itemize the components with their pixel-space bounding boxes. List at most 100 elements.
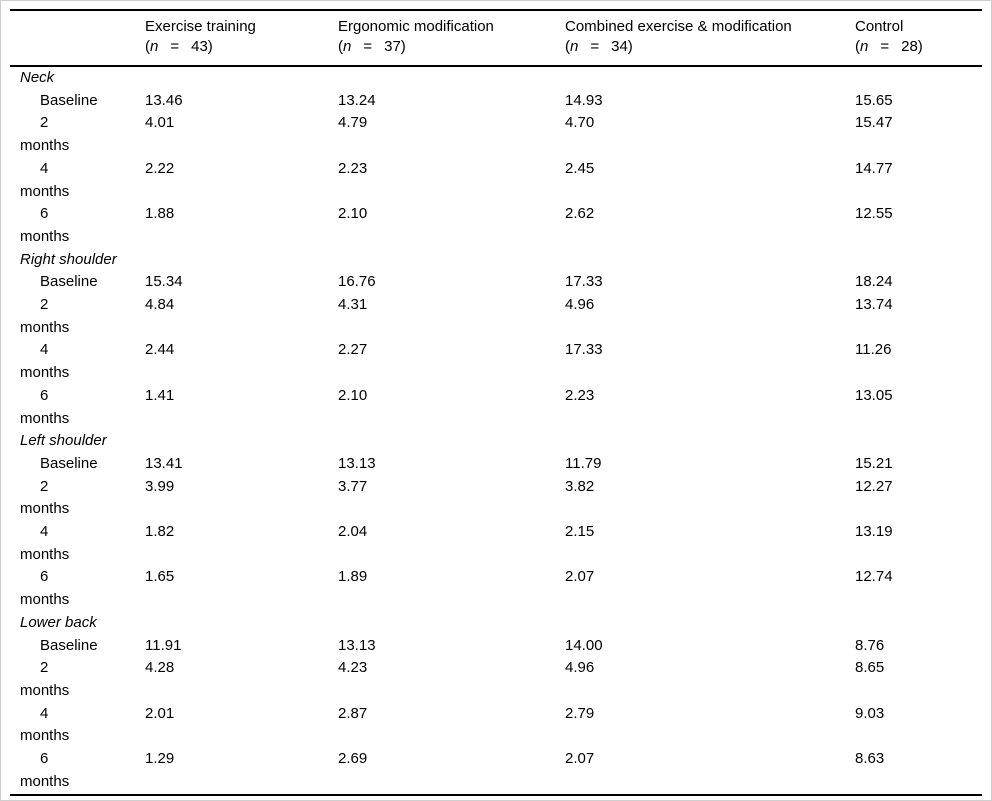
table-row: 2 months 4.84 4.31 4.96 13.74 bbox=[10, 294, 982, 339]
value-cell: 13.13 bbox=[338, 636, 376, 654]
value-cell: 4.23 bbox=[338, 659, 368, 677]
table-row: 4 months 2.22 2.23 2.45 14.77 bbox=[10, 158, 982, 203]
value-cell: 2.22 bbox=[145, 159, 175, 177]
section-row-left-shoulder: Left shoulder bbox=[10, 430, 982, 453]
value-cell: 14.77 bbox=[855, 159, 893, 177]
row-label-line1: Baseline bbox=[40, 636, 98, 654]
value-cell: 3.77 bbox=[338, 477, 368, 495]
value-cell: 15.47 bbox=[855, 114, 893, 132]
section-name: Lower back bbox=[20, 613, 97, 631]
n-open: ( bbox=[145, 38, 150, 55]
n-symbol: n bbox=[150, 38, 159, 55]
row-label-line1: Baseline bbox=[40, 91, 98, 109]
table-row: Baseline 13.46 13.24 14.93 15.65 bbox=[10, 90, 982, 113]
table-row: 6 months 1.88 2.10 2.62 12.55 bbox=[10, 203, 982, 248]
row-label-line2: months bbox=[20, 681, 70, 699]
row-label: 6 months bbox=[10, 385, 145, 430]
row-label-line1: 6 bbox=[40, 386, 49, 404]
value-cell: 8.63 bbox=[855, 750, 885, 768]
row-label-line1: Baseline bbox=[40, 454, 98, 472]
row-label-line1: Baseline bbox=[40, 273, 98, 291]
table-row: 6 months 1.65 1.89 2.07 12.74 bbox=[10, 566, 982, 611]
table-row: 2 months 3.99 3.77 3.82 12.27 bbox=[10, 476, 982, 521]
row-label-line1: 2 bbox=[40, 114, 49, 132]
n-equals: = bbox=[170, 38, 180, 55]
n-value: 43) bbox=[191, 38, 213, 55]
sample-size: (n = 37) bbox=[338, 37, 565, 57]
table-body: Neck Baseline 13.46 13.24 14.93 15.65 2 m… bbox=[10, 66, 982, 795]
value-cell: 2.62 bbox=[565, 205, 595, 223]
value-cell: 2.44 bbox=[145, 341, 175, 359]
row-label: 6 months bbox=[10, 748, 145, 794]
row-label-line1: 4 bbox=[40, 704, 49, 722]
sample-size: (n = 28) bbox=[855, 37, 982, 57]
value-cell: 13.41 bbox=[145, 454, 183, 472]
row-label: 4 months bbox=[10, 339, 145, 384]
column-title: Control bbox=[855, 18, 904, 35]
row-label: Baseline bbox=[10, 635, 145, 658]
section-row-neck: Neck bbox=[10, 66, 982, 90]
value-cell: 16.76 bbox=[338, 273, 376, 291]
value-cell: 1.41 bbox=[145, 386, 175, 404]
n-value: 28) bbox=[901, 38, 923, 55]
value-cell: 13.13 bbox=[338, 454, 376, 472]
column-header-ergonomic: Ergonomic modification (n = 37) bbox=[338, 10, 565, 67]
row-label: 6 months bbox=[10, 203, 145, 248]
table-row: 6 months 1.41 2.10 2.23 13.05 bbox=[10, 385, 982, 430]
row-label-line1: 6 bbox=[40, 568, 49, 586]
value-cell: 17.33 bbox=[565, 341, 603, 359]
row-label: 6 months bbox=[10, 566, 145, 611]
row-label-line1: 2 bbox=[40, 477, 49, 495]
row-label: 2 months bbox=[10, 112, 145, 157]
row-label-line2: months bbox=[20, 182, 70, 200]
row-label-line2: months bbox=[20, 364, 70, 382]
column-title: Ergonomic modification bbox=[338, 18, 494, 35]
value-cell: 18.24 bbox=[855, 273, 893, 291]
section-name: Left shoulder bbox=[20, 432, 107, 450]
table-header: Exercise training (n = 43) Ergonomic modif… bbox=[10, 10, 982, 67]
n-open: ( bbox=[338, 38, 343, 55]
value-cell: 2.01 bbox=[145, 704, 175, 722]
row-label-line2: months bbox=[20, 137, 70, 155]
value-cell: 2.10 bbox=[338, 386, 368, 404]
value-cell: 13.05 bbox=[855, 386, 893, 404]
value-cell: 2.15 bbox=[565, 523, 595, 541]
value-cell: 17.33 bbox=[565, 273, 603, 291]
section-row-lower-back: Lower back bbox=[10, 612, 982, 635]
table-row: Baseline 15.34 16.76 17.33 18.24 bbox=[10, 271, 982, 294]
value-cell: 4.70 bbox=[565, 114, 595, 132]
row-label: Baseline bbox=[10, 271, 145, 294]
value-cell: 4.31 bbox=[338, 296, 368, 314]
value-cell: 2.27 bbox=[338, 341, 368, 359]
row-label: 2 months bbox=[10, 294, 145, 339]
value-cell: 14.00 bbox=[565, 636, 603, 654]
row-label-line1: 6 bbox=[40, 750, 49, 768]
row-label-line2: months bbox=[20, 591, 70, 609]
value-cell: 2.23 bbox=[565, 386, 595, 404]
row-label: 4 months bbox=[10, 158, 145, 203]
value-cell: 14.93 bbox=[565, 91, 603, 109]
column-header-control: Control (n = 28) bbox=[855, 10, 982, 67]
value-cell: 1.29 bbox=[145, 750, 175, 768]
row-label: 2 months bbox=[10, 657, 145, 702]
table-row: 6 months 1.29 2.69 2.07 8.63 bbox=[10, 748, 982, 794]
value-cell: 1.88 bbox=[145, 205, 175, 223]
n-equals: = bbox=[363, 38, 373, 55]
value-cell: 15.65 bbox=[855, 91, 893, 109]
n-value: 37) bbox=[384, 38, 406, 55]
column-header-combined: Combined exercise & modification (n = 34) bbox=[565, 10, 855, 67]
table-row: 2 months 4.01 4.79 4.70 15.47 bbox=[10, 112, 982, 157]
value-cell: 2.87 bbox=[338, 704, 368, 722]
n-equals: = bbox=[880, 38, 890, 55]
row-label-line2: months bbox=[20, 727, 70, 745]
n-symbol: n bbox=[570, 38, 579, 55]
row-label: 4 months bbox=[10, 521, 145, 566]
value-cell: 2.69 bbox=[338, 750, 368, 768]
value-cell: 1.65 bbox=[145, 568, 175, 586]
n-value: 34) bbox=[611, 38, 633, 55]
row-label-line1: 4 bbox=[40, 159, 49, 177]
table-row: 4 months 2.44 2.27 17.33 11.26 bbox=[10, 339, 982, 384]
row-label-line2: months bbox=[20, 772, 70, 790]
value-cell: 4.96 bbox=[565, 296, 595, 314]
